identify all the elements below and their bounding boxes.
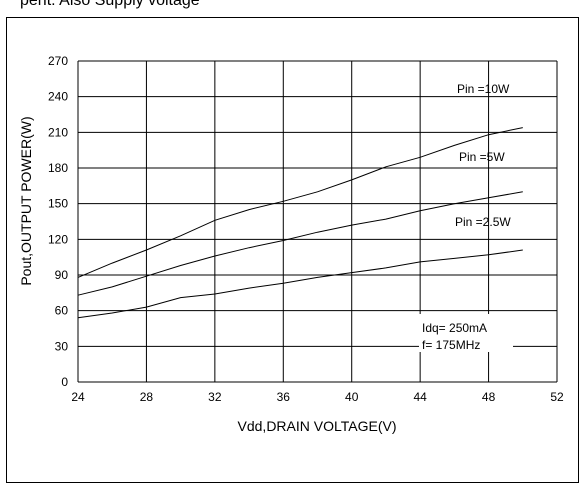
chart-frame: 24 28 32 36 40 44 48 52 0 30 60 90 120 150 180 210 240 27… <box>6 17 579 483</box>
output-power-chart: 24 28 32 36 40 44 48 52 0 30 60 90 120 150 180 210 240 27… <box>18 54 564 434</box>
x-axis-title: Vdd,DRAIN VOLTAGE(V) <box>238 418 397 434</box>
series-label-pin-5w: Pin =5W <box>459 150 505 164</box>
y-tick-label: 210 <box>48 125 68 139</box>
x-tick-label: 40 <box>345 390 359 404</box>
tick-labels: 24 28 32 36 40 44 48 52 0 30 60 90 120 150 180 210 240 27… <box>48 54 564 404</box>
series-line-0 <box>77 127 523 278</box>
y-tick-label: 180 <box>48 161 68 175</box>
series-line-2 <box>77 249 523 319</box>
x-tick-label: 36 <box>277 390 291 404</box>
x-tick-label: 32 <box>208 390 222 404</box>
series-lines <box>77 127 523 319</box>
annotation-frequency: f= 175MHz <box>422 338 480 352</box>
y-tick-label: 60 <box>55 304 69 318</box>
series-label-pin-2-5w: Pin =2.5W <box>455 215 511 229</box>
annotation-background <box>419 314 513 352</box>
y-tick-label: 30 <box>55 339 69 353</box>
y-tick-label: 270 <box>48 54 68 68</box>
series-line-1 <box>77 191 523 296</box>
x-tick-label: 44 <box>413 390 427 404</box>
annotation-idq: Idq= 250mA <box>422 321 487 335</box>
x-tick-label: 52 <box>550 390 564 404</box>
grid <box>77 60 558 383</box>
page-header-fragment: pent. Also Supply voltage <box>20 0 200 9</box>
y-tick-label: 240 <box>48 90 68 104</box>
x-tick-label: 28 <box>140 390 154 404</box>
y-tick-label: 90 <box>55 268 69 282</box>
x-tick-label: 48 <box>482 390 496 404</box>
series-label-pin-10w: Pin =10W <box>457 82 510 96</box>
x-tick-label: 24 <box>71 390 85 404</box>
y-axis-title: Pout,OUTPUT POWER(W) <box>18 116 34 285</box>
y-tick-label: 120 <box>48 232 68 246</box>
y-tick-label: 150 <box>48 197 68 211</box>
y-tick-label: 0 <box>61 375 68 389</box>
